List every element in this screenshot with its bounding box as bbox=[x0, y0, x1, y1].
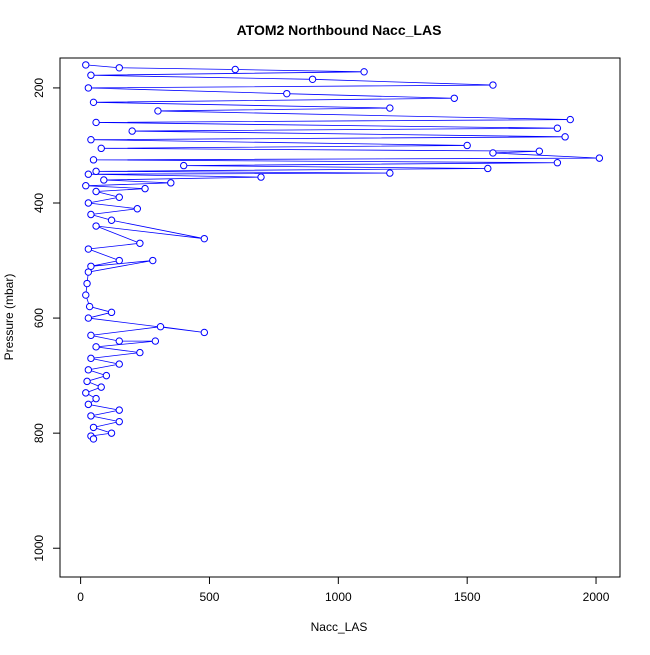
data-point bbox=[141, 184, 149, 193]
data-point bbox=[151, 337, 160, 345]
data-point bbox=[115, 337, 123, 345]
x-tick-label: 1000 bbox=[325, 590, 352, 604]
data-point bbox=[535, 147, 544, 155]
data-point bbox=[84, 400, 93, 409]
data-point bbox=[82, 61, 90, 69]
x-tick-label: 2000 bbox=[583, 590, 610, 604]
data-point bbox=[136, 239, 144, 247]
data-point bbox=[595, 154, 604, 162]
data-point bbox=[283, 89, 291, 98]
data-point bbox=[156, 323, 165, 331]
data-point bbox=[84, 245, 93, 253]
data-point bbox=[92, 394, 100, 403]
data-point bbox=[128, 127, 136, 135]
data-point bbox=[463, 141, 471, 150]
data-point bbox=[87, 331, 95, 340]
data-point bbox=[87, 136, 95, 144]
data-point bbox=[89, 156, 98, 164]
data-point bbox=[133, 205, 142, 213]
data-point bbox=[92, 187, 100, 196]
data-point bbox=[115, 417, 123, 426]
data-point bbox=[179, 161, 188, 170]
plot-frame bbox=[59, 57, 621, 578]
data-point bbox=[553, 159, 562, 167]
data-point bbox=[167, 179, 175, 187]
data-point bbox=[100, 176, 108, 184]
data-point bbox=[87, 71, 95, 79]
data-point bbox=[149, 256, 157, 265]
data-point bbox=[84, 170, 93, 178]
data-point bbox=[89, 98, 98, 107]
data-point bbox=[97, 144, 105, 153]
data-point bbox=[450, 94, 458, 102]
data-point bbox=[107, 216, 116, 224]
data-point bbox=[84, 199, 93, 207]
data-point bbox=[566, 115, 574, 124]
data-point bbox=[82, 389, 90, 397]
data-point bbox=[489, 81, 497, 89]
data-point bbox=[89, 423, 98, 432]
data-point bbox=[87, 412, 95, 420]
chart-title: ATOM2 Northbound Nacc_LAS bbox=[237, 22, 442, 38]
data-point bbox=[87, 354, 95, 363]
data-point bbox=[115, 256, 123, 265]
data-point bbox=[92, 118, 100, 127]
data-point bbox=[200, 328, 209, 337]
data-point bbox=[115, 360, 123, 368]
data-point bbox=[386, 169, 394, 177]
data-point bbox=[92, 222, 100, 230]
data-point bbox=[107, 429, 116, 437]
data-point bbox=[85, 302, 94, 311]
data-point bbox=[97, 383, 105, 391]
data-point bbox=[561, 133, 569, 141]
data-point bbox=[83, 377, 91, 386]
data-point bbox=[84, 84, 93, 92]
data-point bbox=[200, 234, 209, 243]
x-tick-label: 0 bbox=[77, 590, 84, 604]
data-point bbox=[87, 210, 95, 219]
data-point bbox=[107, 308, 116, 317]
data-point bbox=[89, 435, 98, 443]
data-point bbox=[84, 268, 93, 276]
data-point bbox=[360, 68, 368, 76]
data-point bbox=[84, 366, 93, 374]
data-point bbox=[484, 164, 492, 173]
data-point bbox=[92, 167, 100, 176]
data-point bbox=[82, 291, 90, 299]
data-point bbox=[115, 406, 123, 414]
data-point bbox=[102, 371, 111, 380]
data-point bbox=[115, 193, 123, 201]
data-point bbox=[115, 64, 123, 72]
y-axis-label: Pressure (mbar) bbox=[2, 274, 16, 361]
data-point bbox=[553, 124, 562, 132]
y-tick-label: 1000 bbox=[32, 535, 46, 562]
data-point bbox=[257, 173, 265, 181]
x-tick-label: 1500 bbox=[454, 590, 481, 604]
y-tick-label: 600 bbox=[32, 308, 46, 328]
data-point bbox=[84, 314, 93, 322]
x-axis-label: Nacc_LAS bbox=[311, 620, 368, 634]
data-point bbox=[154, 107, 162, 115]
x-tick-label: 500 bbox=[199, 590, 219, 604]
data-point bbox=[489, 149, 497, 157]
data-point bbox=[82, 182, 90, 190]
y-tick-label: 200 bbox=[32, 78, 46, 98]
data-point bbox=[83, 279, 91, 288]
data-point bbox=[231, 65, 239, 74]
y-tick-label: 400 bbox=[32, 193, 46, 213]
data-point bbox=[308, 75, 317, 83]
y-tick-label: 800 bbox=[32, 423, 46, 443]
data-point bbox=[92, 343, 100, 351]
data-point bbox=[136, 348, 144, 357]
data-point bbox=[386, 104, 394, 112]
